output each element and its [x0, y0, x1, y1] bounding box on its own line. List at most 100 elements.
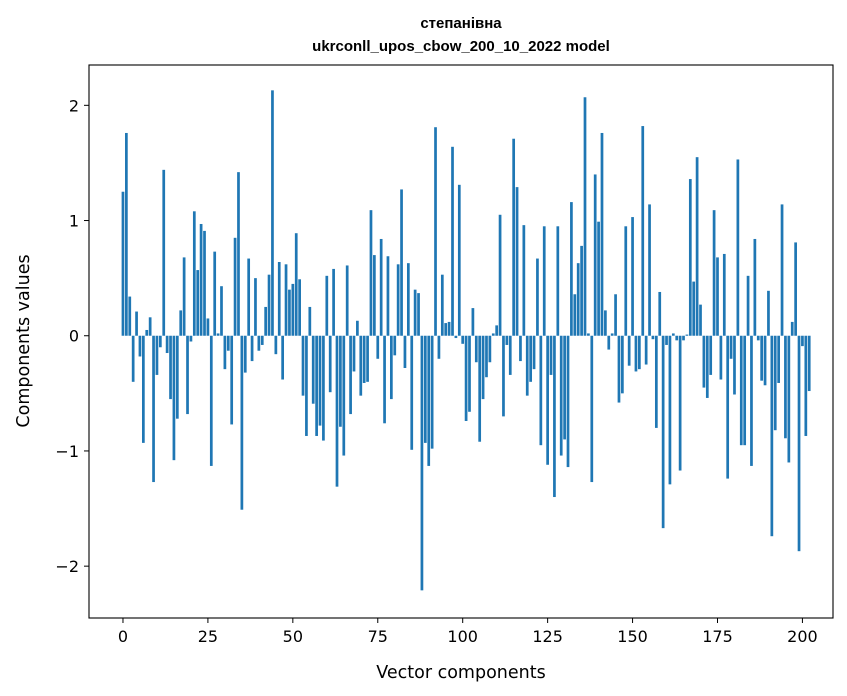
bar — [325, 275, 329, 336]
bar — [468, 335, 471, 412]
bar — [199, 223, 203, 336]
bar — [383, 335, 386, 424]
bar — [549, 335, 553, 375]
bar — [536, 258, 539, 336]
bar — [203, 230, 206, 336]
bar — [733, 335, 736, 395]
bar — [508, 335, 512, 375]
bar — [186, 335, 189, 415]
bar — [773, 335, 777, 431]
bar — [349, 335, 352, 415]
bar — [471, 308, 475, 336]
bar — [233, 237, 237, 336]
bar — [250, 335, 254, 362]
bar — [641, 126, 645, 336]
y-tick-label: 0 — [69, 327, 79, 346]
y-axis-label: Components values — [14, 254, 34, 427]
bar — [260, 335, 264, 345]
bar — [512, 138, 516, 336]
bar — [277, 262, 281, 336]
chart-subtitle: ukrconll_upos_cbow_200_10_2022 model — [312, 38, 610, 55]
bar — [437, 335, 441, 359]
chart-title: степанівна — [420, 15, 502, 32]
bar — [305, 335, 308, 436]
bar — [138, 335, 142, 357]
bar — [461, 335, 465, 344]
bar — [488, 335, 492, 363]
x-tick-label: 175 — [702, 627, 733, 646]
bar — [478, 335, 482, 442]
bar — [247, 258, 251, 336]
bar — [559, 335, 563, 456]
bar — [576, 263, 580, 336]
bar — [311, 335, 315, 404]
bar — [702, 335, 706, 388]
bar — [158, 335, 162, 348]
bar — [264, 306, 268, 336]
bar — [196, 270, 200, 336]
bar — [257, 335, 261, 351]
bar — [604, 310, 607, 336]
bar — [179, 310, 183, 336]
bar — [617, 335, 621, 403]
bar — [291, 283, 295, 336]
bar — [393, 335, 397, 356]
bar — [539, 335, 543, 446]
bar — [423, 335, 427, 443]
bar — [590, 335, 594, 483]
bar — [274, 335, 278, 355]
bar — [369, 210, 373, 336]
x-tick-label: 75 — [368, 627, 388, 646]
plot-frame — [88, 64, 834, 619]
bar — [294, 233, 298, 336]
bar — [209, 335, 213, 466]
bars-layer — [121, 90, 811, 591]
bar — [400, 189, 403, 336]
bar — [787, 335, 791, 463]
bar — [342, 335, 346, 456]
bar — [760, 335, 764, 381]
bar — [182, 257, 186, 336]
bar — [709, 335, 713, 375]
bar — [376, 335, 380, 359]
x-tick-label: 200 — [787, 627, 818, 646]
bar — [495, 325, 499, 336]
bar — [481, 335, 485, 400]
bar — [529, 335, 533, 382]
bar — [373, 255, 376, 336]
bar — [522, 225, 526, 336]
bar — [240, 335, 244, 510]
x-tick-label: 50 — [283, 627, 303, 646]
bar — [237, 172, 240, 336]
bar — [216, 333, 220, 336]
bar — [220, 286, 223, 336]
bar — [318, 335, 322, 426]
bar — [281, 335, 285, 380]
y-tick-label: −1 — [55, 442, 79, 461]
bar — [447, 321, 451, 336]
bar — [624, 226, 628, 336]
bar — [491, 333, 495, 336]
bar — [644, 335, 648, 365]
bar — [780, 204, 784, 336]
bar — [767, 290, 770, 336]
bar — [440, 274, 444, 336]
bar — [410, 335, 414, 450]
bar — [141, 335, 145, 443]
bar — [519, 335, 522, 362]
bar — [271, 90, 274, 336]
bar — [804, 335, 808, 436]
bar — [801, 335, 804, 347]
bar — [661, 335, 665, 529]
bar — [386, 256, 390, 336]
bar — [736, 159, 740, 336]
bar — [705, 335, 709, 398]
bar — [739, 335, 743, 446]
bar — [267, 274, 271, 336]
bar — [563, 335, 566, 440]
bar — [298, 279, 301, 336]
bar — [366, 335, 369, 382]
bar — [722, 253, 726, 336]
x-tick-label: 100 — [447, 627, 478, 646]
